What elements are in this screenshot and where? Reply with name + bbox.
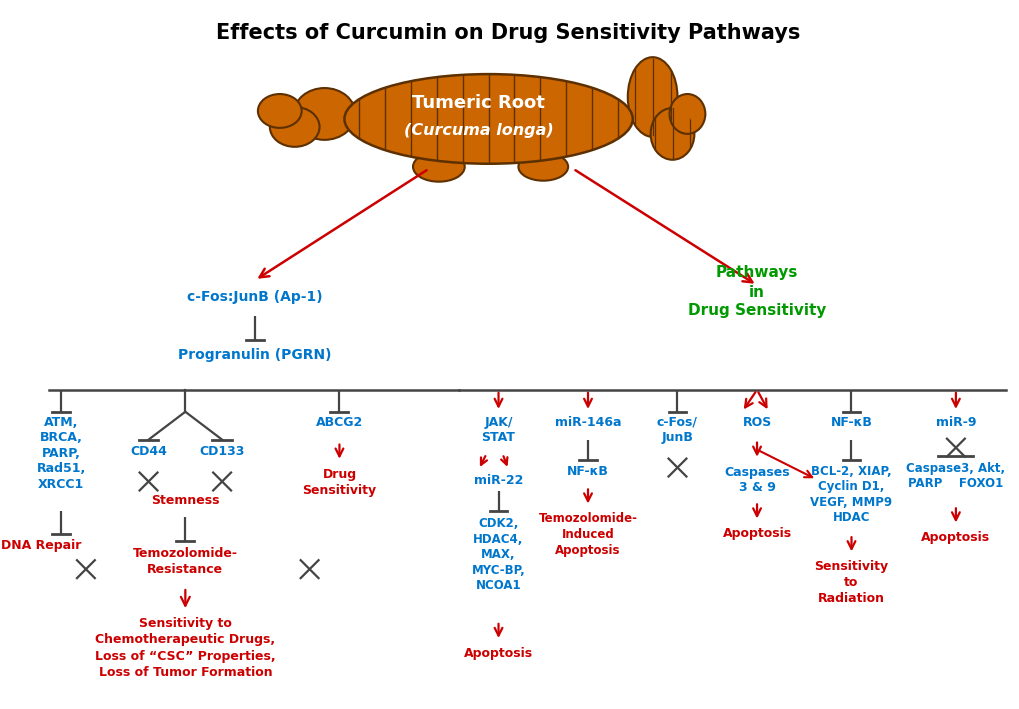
Text: Apoptosis: Apoptosis: [721, 527, 791, 540]
Text: Sensitivity
to
Radiation: Sensitivity to Radiation: [813, 560, 888, 605]
Text: Drug Sensitivity: Drug Sensitivity: [687, 303, 825, 318]
Text: Tumeric Root: Tumeric Root: [412, 94, 544, 112]
Ellipse shape: [668, 94, 705, 134]
Text: c-Fos/
JunB: c-Fos/ JunB: [656, 415, 697, 444]
Text: Progranulin (PGRN): Progranulin (PGRN): [178, 348, 331, 362]
Text: BCL-2, XIAP,
Cyclin D1,
VEGF, MMP9
HDAC: BCL-2, XIAP, Cyclin D1, VEGF, MMP9 HDAC: [810, 464, 892, 524]
Ellipse shape: [518, 153, 568, 181]
Ellipse shape: [650, 108, 694, 160]
Text: (​Curcuma longa): (​Curcuma longa): [404, 123, 553, 138]
Ellipse shape: [344, 74, 632, 164]
Text: Apoptosis: Apoptosis: [464, 647, 533, 660]
Text: Caspases
3 & 9: Caspases 3 & 9: [723, 466, 789, 494]
Text: CD44: CD44: [130, 445, 167, 457]
Text: NF-κB: NF-κB: [829, 415, 871, 429]
Text: CDK2,
HDAC4,
MAX,
MYC-BP,
NCOA1: CDK2, HDAC4, MAX, MYC-BP, NCOA1: [471, 518, 525, 592]
Text: miR-22: miR-22: [474, 474, 523, 486]
Text: Pathways: Pathways: [715, 265, 798, 280]
Ellipse shape: [258, 94, 302, 128]
Text: Temozolomide-
Induced
Apoptosis: Temozolomide- Induced Apoptosis: [538, 513, 637, 557]
Text: Drug
Sensitivity: Drug Sensitivity: [302, 467, 376, 496]
Text: Caspase3, Akt,
PARP    FOXO1: Caspase3, Akt, PARP FOXO1: [906, 462, 1005, 490]
Text: Effects of Curcumin on Drug Sensitivity Pathways: Effects of Curcumin on Drug Sensitivity …: [216, 23, 800, 43]
Text: in: in: [748, 285, 764, 301]
Text: Stemness: Stemness: [151, 494, 219, 508]
Text: DNA Repair: DNA Repair: [1, 540, 82, 552]
Text: miR-146a: miR-146a: [554, 415, 621, 429]
Text: ATM,
BRCA,
PARP,
Rad51,
XRCC1: ATM, BRCA, PARP, Rad51, XRCC1: [37, 415, 86, 491]
Ellipse shape: [627, 57, 677, 137]
Ellipse shape: [270, 107, 319, 147]
Text: NF-κB: NF-κB: [567, 464, 608, 478]
Text: ABCG2: ABCG2: [316, 415, 363, 429]
Text: Apoptosis: Apoptosis: [920, 531, 989, 545]
Ellipse shape: [293, 88, 355, 140]
Text: Temozolomide-
Resistance: Temozolomide- Resistance: [132, 547, 237, 576]
Ellipse shape: [413, 152, 465, 182]
Text: ROS: ROS: [742, 415, 771, 429]
Text: c-Fos:JunB (Ap-1): c-Fos:JunB (Ap-1): [186, 290, 322, 304]
Text: Sensitivity to
Chemotherapeutic Drugs,
Loss of “CSC” Properties,
Loss of Tumor F: Sensitivity to Chemotherapeutic Drugs, L…: [95, 617, 275, 679]
Text: CD133: CD133: [200, 445, 245, 457]
Text: miR-9: miR-9: [934, 415, 975, 429]
Text: JAK/
STAT: JAK/ STAT: [481, 415, 515, 444]
